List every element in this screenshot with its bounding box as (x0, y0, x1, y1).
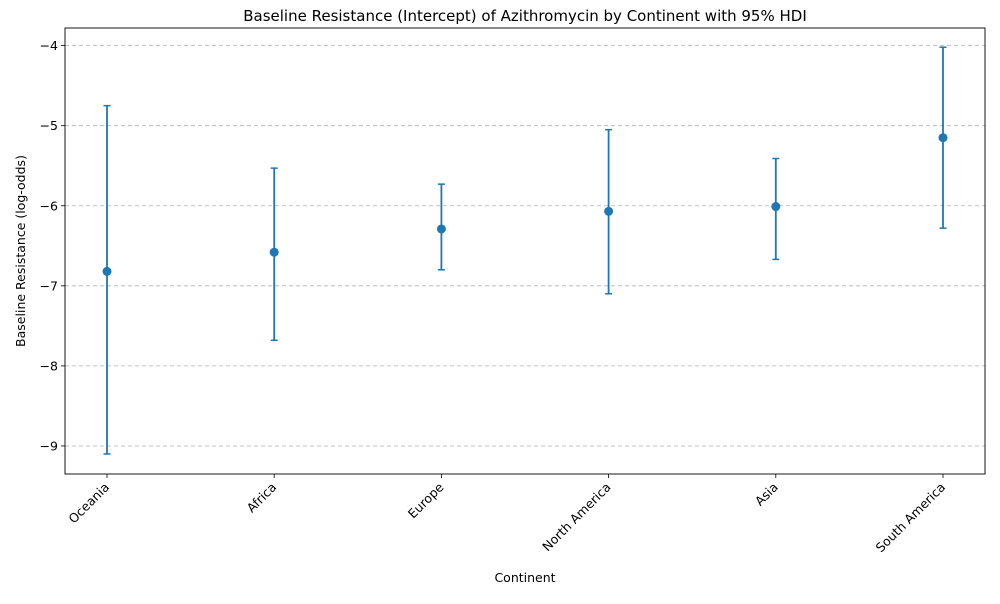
y-tick-label: −8 (40, 358, 58, 373)
intercept-point (436, 224, 446, 234)
y-tick-label: −7 (40, 278, 58, 293)
series-layer (102, 46, 948, 455)
chart-title: Baseline Resistance (Intercept) of Azith… (243, 7, 807, 25)
x-axis: Oceania Africa Europe North America Asia Sout… (65, 474, 948, 555)
y-axis-label: Baseline Resistance (log-odds) (13, 155, 28, 347)
x-tick-label: Asia (752, 480, 781, 509)
y-tick-label: −6 (40, 198, 58, 213)
plot-frame (64, 27, 986, 475)
y-tick-label: −5 (40, 118, 58, 133)
y-axis: −9 −8 −7 −6 −5 −4 (40, 38, 65, 453)
x-tick-label: South America (873, 480, 949, 556)
intercept-point (771, 202, 781, 212)
grid-layer (65, 45, 985, 447)
x-axis-label: Continent (494, 570, 555, 585)
x-tick-label: North America (539, 480, 614, 555)
intercept-point (604, 206, 614, 216)
y-tick-label: −4 (40, 38, 58, 53)
x-tick-label: Africa (244, 480, 280, 516)
intercept-point (938, 133, 948, 143)
y-tick-label: −9 (40, 438, 58, 453)
intercept-point (269, 247, 279, 257)
x-tick-label: Europe (405, 479, 447, 521)
intercept-point (102, 266, 112, 276)
x-tick-label: Oceania (65, 480, 112, 527)
